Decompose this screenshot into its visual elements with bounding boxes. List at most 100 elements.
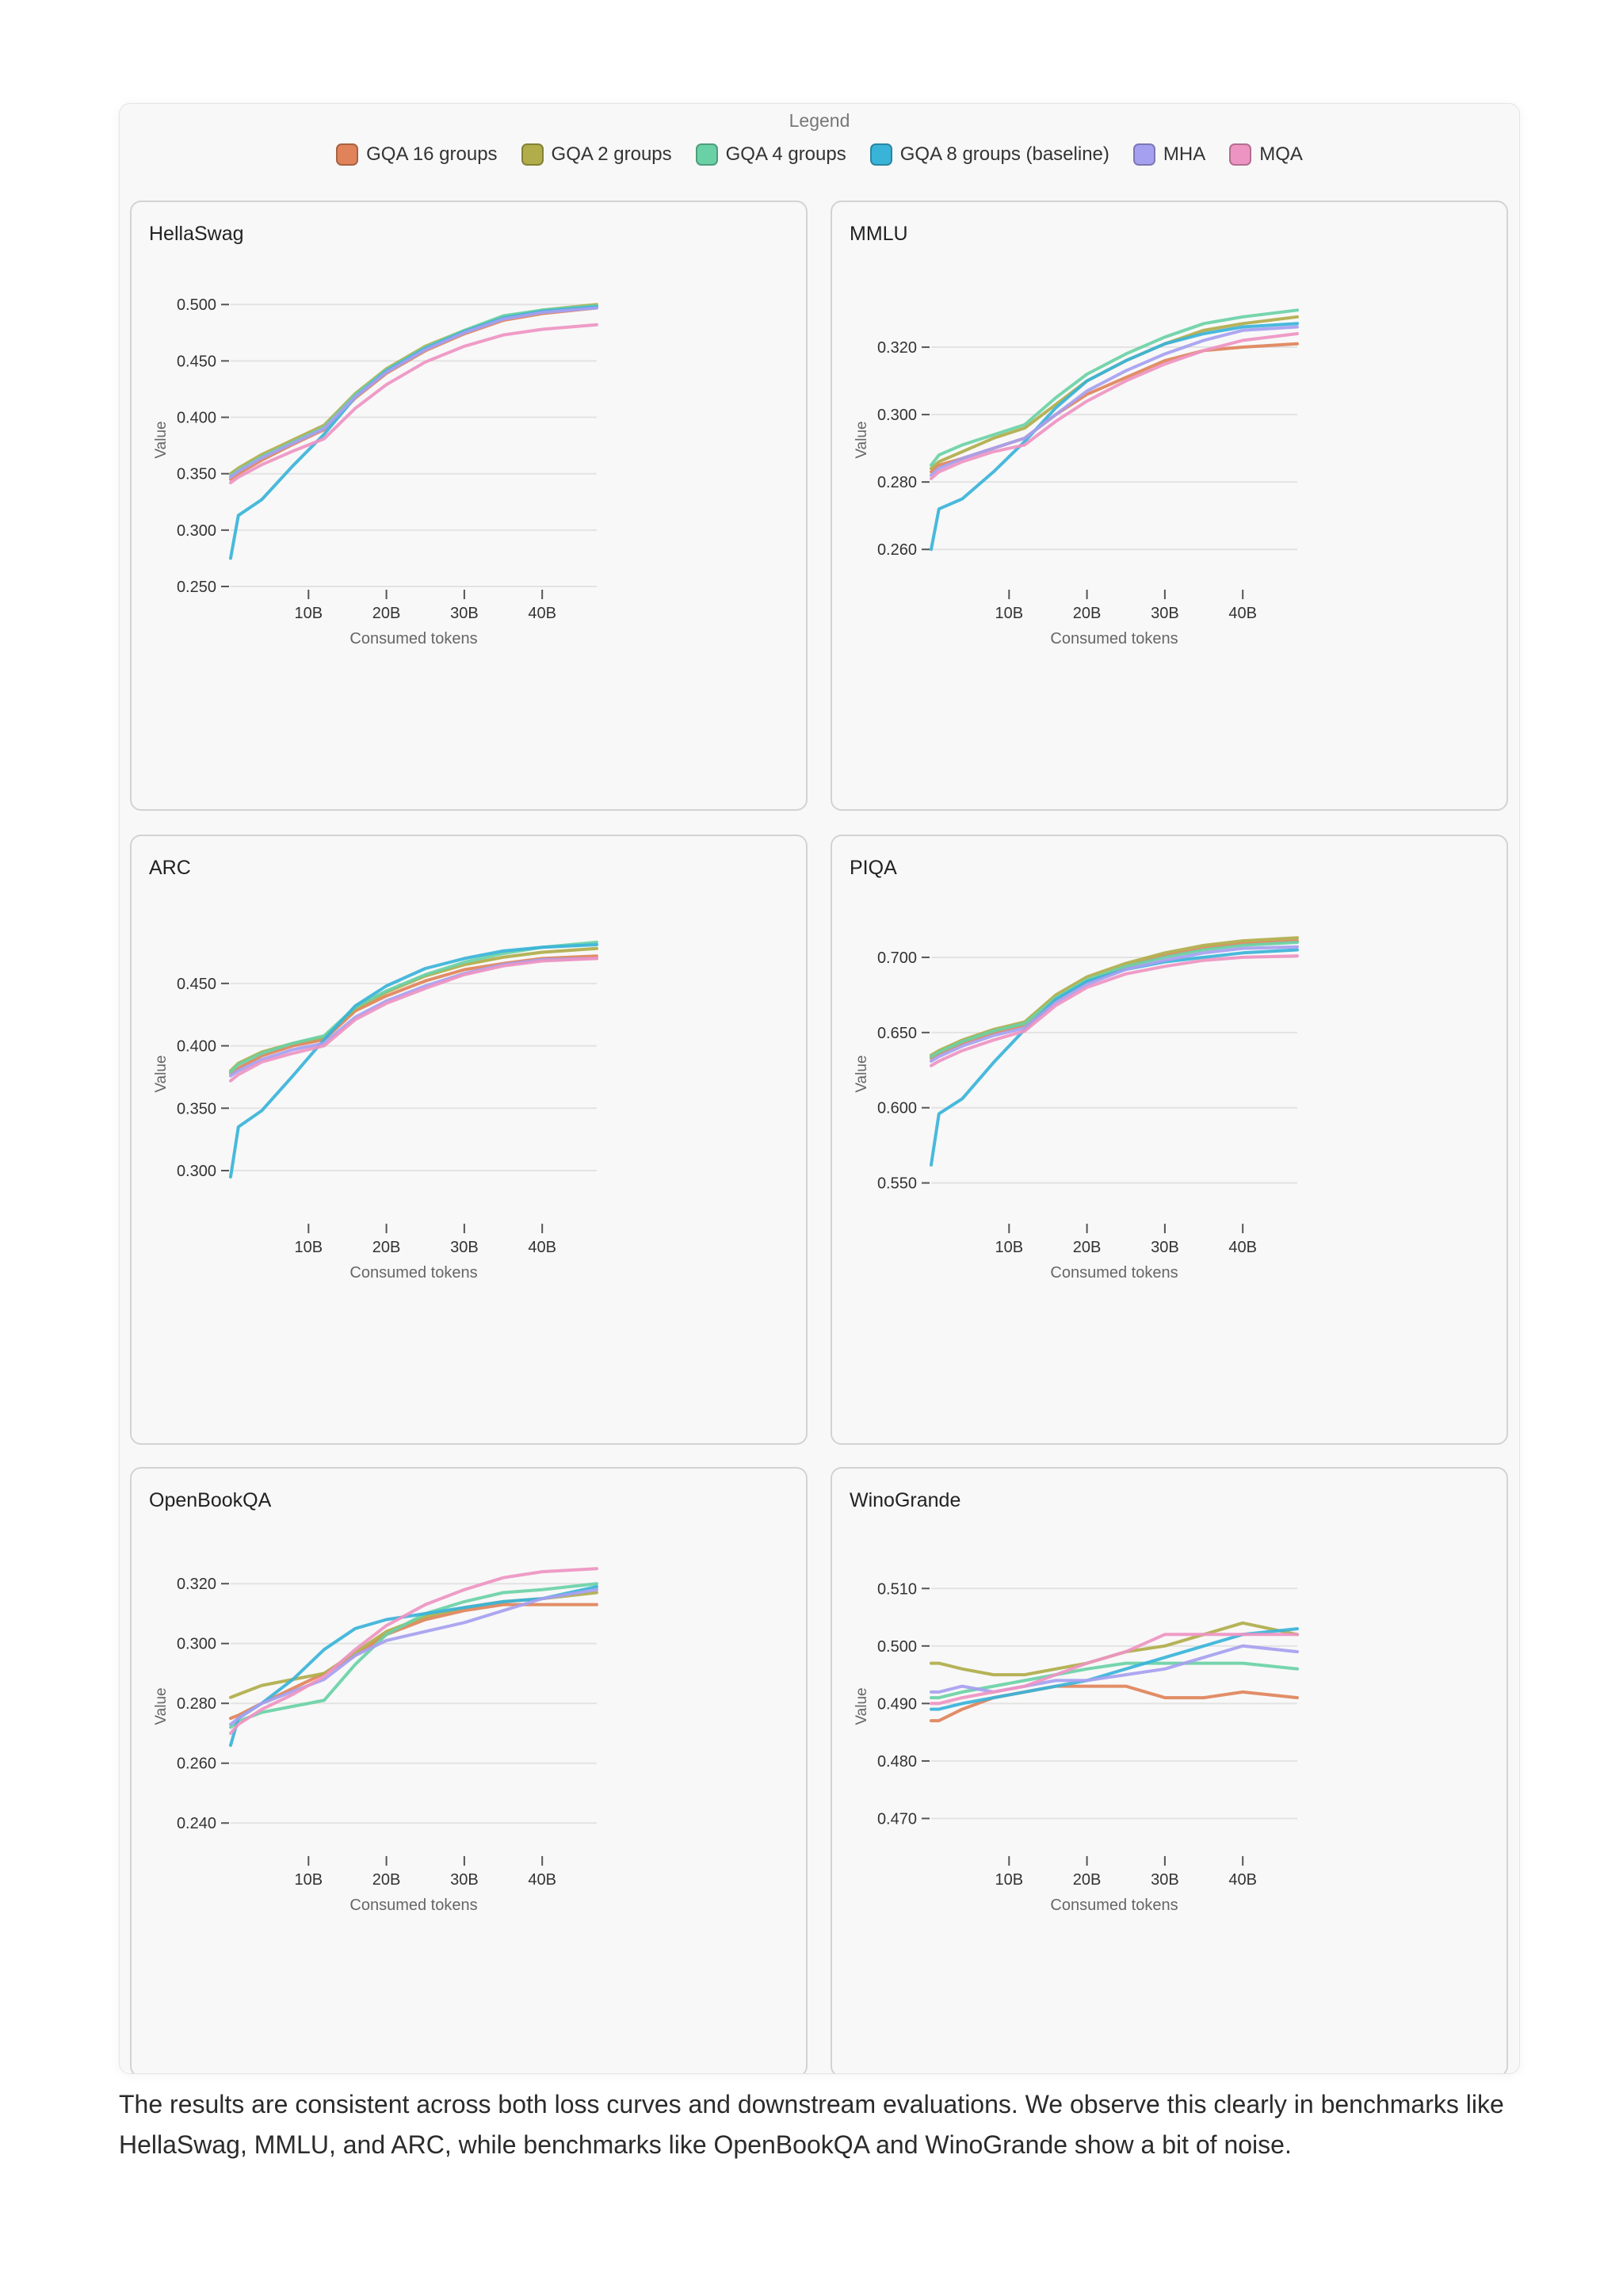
figure-card: Legend GQA 16 groups GQA 2 groups GQA 4 gr…: [119, 103, 1520, 2074]
legend-item[interactable]: GQA 2 groups: [521, 143, 672, 166]
series-line: [930, 948, 1299, 1167]
x-tick-label: 30B: [1151, 1871, 1179, 1889]
chart-panel-winogrande: WinoGrande 0.470 0.480 0.490 0.500 0.510 10B 2…: [831, 1467, 1508, 2073]
x-axis-label: Consumed tokens: [349, 1264, 477, 1282]
y-tick-label: 0.240: [177, 1815, 216, 1832]
y-axis-label: Value: [153, 1055, 170, 1092]
series-line: [229, 1567, 598, 1735]
y-tick-label: 0.470: [877, 1810, 917, 1828]
x-tick-label: 20B: [372, 1871, 401, 1889]
y-tick-label: 0.280: [877, 474, 917, 491]
legend-item[interactable]: MHA: [1132, 143, 1206, 166]
y-tick-label: 0.300: [177, 1163, 216, 1180]
y-axis-label: Value: [854, 1055, 870, 1092]
legend-item[interactable]: GQA 8 groups (baseline): [869, 143, 1109, 166]
x-tick-label: 40B: [528, 605, 556, 622]
series-line: [229, 943, 598, 1179]
legend-label: GQA 16 groups: [366, 143, 498, 165]
series-line: [229, 304, 598, 478]
x-tick-label: 10B: [295, 1239, 323, 1256]
x-tick-label: 20B: [372, 605, 401, 622]
series-line: [229, 957, 598, 1083]
y-tick-label: 0.300: [877, 407, 917, 424]
legend-label: MQA: [1259, 143, 1303, 165]
x-axis-label: Consumed tokens: [349, 630, 477, 648]
x-tick-label: 20B: [1073, 1871, 1102, 1889]
x-tick-label: 10B: [295, 1871, 323, 1889]
line-chart: 0.550 0.600 0.650 0.700 10B 20B 30B 40B Consumed…: [854, 936, 1299, 1282]
legend-label: GQA 2 groups: [551, 143, 672, 165]
legend-title: Legend: [789, 110, 850, 131]
x-tick-label: 40B: [1228, 1239, 1257, 1256]
series-line: [930, 1621, 1299, 1677]
chart-title: WinoGrande: [850, 1489, 961, 1511]
chart-panel-piqa: PIQA 0.550 0.600 0.650 0.700 10B 20B 30B 40B Con…: [831, 835, 1508, 1445]
y-tick-label: 0.320: [877, 339, 917, 357]
y-tick-label: 0.650: [877, 1025, 917, 1042]
series-line: [930, 332, 1299, 480]
series-line: [229, 1587, 598, 1726]
legend-label: GQA 8 groups (baseline): [899, 143, 1109, 165]
y-tick-label: 0.480: [877, 1753, 917, 1771]
x-tick-label: 20B: [1073, 1239, 1102, 1256]
chart-panel-hellaswag: HellaSwag 0.250 0.300 0.350 0.400 0.450 0.500…: [130, 201, 808, 811]
y-tick-label: 0.400: [177, 410, 216, 427]
chart-title: OpenBookQA: [149, 1489, 272, 1511]
legend-swatch: [869, 143, 892, 166]
y-tick-label: 0.400: [177, 1038, 216, 1056]
caption-paragraph: The results are consistent across both l…: [119, 2090, 1504, 2159]
series-line: [930, 325, 1299, 477]
legend-swatch: [1229, 143, 1252, 166]
series-line: [229, 940, 598, 1074]
chart-panel-mmlu: MMLU 0.260 0.280 0.300 0.320 10B 20B 30B 40B Con…: [831, 201, 1508, 811]
line-chart: 0.240 0.260 0.280 0.300 0.320 10B 20B 30B 40B Con…: [153, 1567, 598, 1914]
y-tick-label: 0.300: [177, 522, 216, 540]
x-tick-label: 40B: [528, 1871, 556, 1889]
series-line: [930, 1661, 1299, 1700]
x-tick-label: 40B: [1228, 1871, 1257, 1889]
y-tick-label: 0.350: [177, 1100, 216, 1117]
chart-panel-openbookqa: OpenBookQA 0.240 0.260 0.280 0.300 0.320 10B 2…: [130, 1467, 808, 2073]
y-tick-label: 0.320: [177, 1576, 216, 1593]
chart-title: PIQA: [850, 857, 897, 879]
legend-item[interactable]: MQA: [1229, 143, 1303, 166]
chart-title: MMLU: [850, 223, 908, 245]
series-line: [930, 1627, 1299, 1711]
legend-label: MHA: [1163, 143, 1206, 165]
line-chart: 0.260 0.280 0.300 0.320 10B 20B 30B 40B Consumed…: [854, 308, 1299, 648]
y-tick-label: 0.500: [877, 1638, 917, 1656]
x-tick-label: 10B: [995, 605, 1024, 622]
series-line: [229, 957, 598, 1078]
x-tick-label: 10B: [995, 1871, 1024, 1889]
line-chart: 0.300 0.350 0.400 0.450 10B 20B 30B 40B Consumed…: [153, 940, 598, 1282]
y-tick-label: 0.450: [177, 976, 216, 993]
y-tick-label: 0.300: [177, 1636, 216, 1653]
x-tick-label: 20B: [1073, 605, 1102, 622]
legend: GQA 16 groups GQA 2 groups GQA 4 groups GQA…: [120, 143, 1519, 166]
x-tick-label: 30B: [450, 1239, 479, 1256]
y-tick-label: 0.450: [177, 353, 216, 370]
series-line: [229, 305, 598, 560]
legend-item[interactable]: GQA 16 groups: [336, 143, 498, 166]
x-axis-label: Consumed tokens: [1050, 1264, 1178, 1282]
legend-label: GQA 4 groups: [725, 143, 846, 165]
x-axis-label: Consumed tokens: [1050, 630, 1178, 648]
line-chart: 0.470 0.480 0.490 0.500 0.510 10B 20B 30B 40B Con…: [854, 1580, 1299, 1914]
x-tick-label: 30B: [450, 1871, 479, 1889]
series-line: [229, 306, 598, 479]
x-tick-label: 30B: [1151, 1239, 1179, 1256]
series-line: [229, 1591, 598, 1699]
y-tick-label: 0.250: [177, 579, 216, 596]
y-tick-label: 0.350: [177, 466, 216, 483]
x-tick-label: 40B: [528, 1239, 556, 1256]
line-chart: 0.250 0.300 0.350 0.400 0.450 0.500 10B 20B 30B 4…: [153, 296, 598, 648]
legend-item[interactable]: GQA 4 groups: [695, 143, 846, 166]
series-line: [930, 1644, 1299, 1694]
y-tick-label: 0.280: [177, 1695, 216, 1713]
y-tick-label: 0.500: [177, 296, 216, 314]
x-tick-label: 10B: [295, 605, 323, 622]
series-line: [930, 322, 1299, 552]
x-axis-label: Consumed tokens: [1050, 1897, 1178, 1914]
legend-swatch: [1132, 143, 1155, 166]
chart-title: HellaSwag: [149, 223, 244, 245]
